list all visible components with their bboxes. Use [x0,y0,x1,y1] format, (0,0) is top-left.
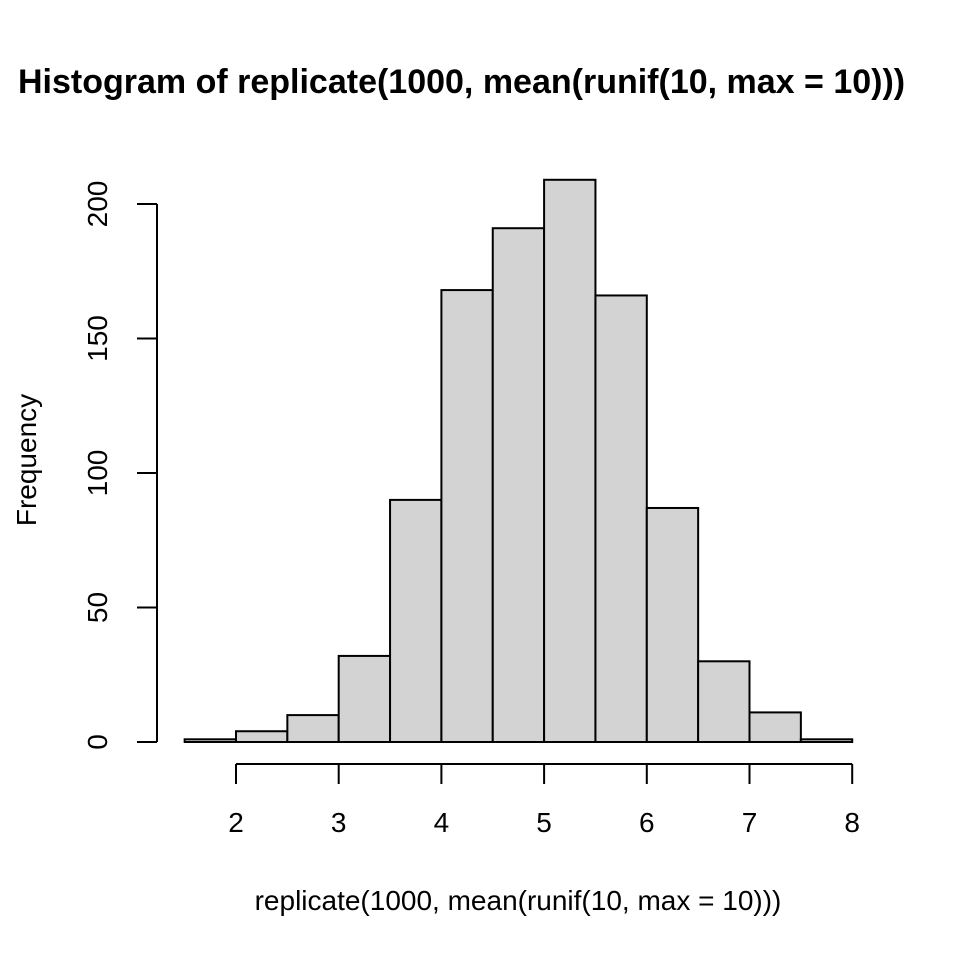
bars-group [183,178,854,744]
y-tick-label: 200 [82,181,113,228]
x-axis: 2 3 4 5 6 7 8 [228,763,860,838]
histogram-bar [183,738,237,743]
y-tick-label: 100 [82,450,113,497]
x-tick-label: 2 [228,807,244,838]
histogram-bar [389,498,443,743]
x-tick-label: 4 [434,807,450,838]
x-tick-label: 6 [639,807,655,838]
histogram-bar [645,506,700,743]
x-axis-label: replicate(1000, mean(runif(10, max = 10)… [255,885,782,916]
x-tick-label: 8 [844,807,860,838]
chart-title: Histogram of replicate(1000, mean(runif(… [18,63,905,101]
y-axis-label: Frequency [11,394,42,526]
x-tick-label: 7 [742,807,758,838]
x-tick-label: 3 [331,807,347,838]
histogram-bar [697,660,751,743]
histogram-bar [543,178,597,744]
y-tick-label: 50 [82,592,113,623]
histogram-bar [440,289,494,743]
histogram-bar [235,730,289,743]
histogram-bar [799,738,854,743]
y-tick-label: 150 [82,315,113,362]
histogram-bar [337,654,392,743]
histogram-bar [748,711,802,743]
histogram-bar [594,294,648,743]
y-axis: 0 50 100 150 200 [82,181,158,750]
x-tick-label: 5 [536,807,552,838]
y-tick-label: 0 [82,734,113,750]
histogram-bar [286,714,340,743]
histogram-bar [491,227,546,743]
